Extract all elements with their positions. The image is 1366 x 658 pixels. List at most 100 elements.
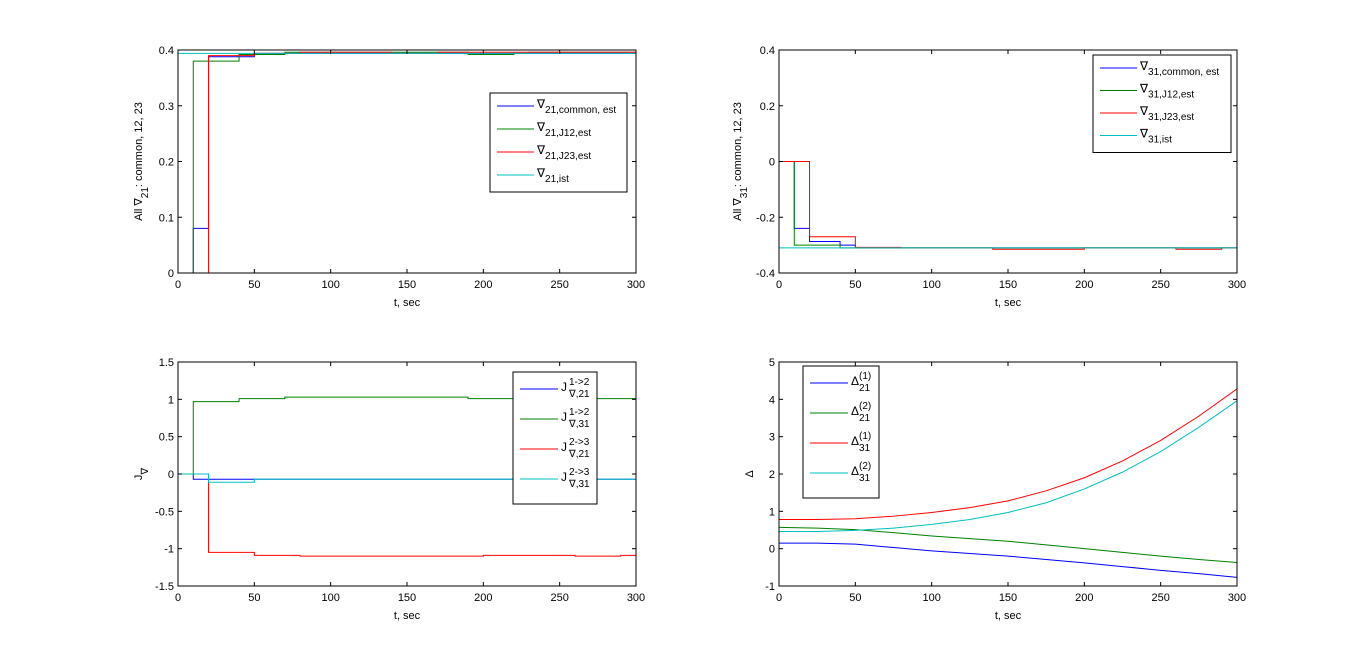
legend: ∇21,common, est∇21,J12,est∇21,J23,est∇21… — [489, 92, 628, 193]
y-label-text: All ∇ — [732, 198, 744, 221]
x-tick-label: 200 — [474, 279, 492, 291]
y-tick-label: 0 — [769, 157, 775, 169]
legend-subscript: ∇,21 — [568, 389, 590, 400]
y-tick-label: 4 — [769, 394, 775, 406]
x-tick-label: 50 — [849, 592, 861, 604]
legend-subscript: ∇,21 — [568, 449, 590, 460]
x-tick-label: 200 — [1075, 592, 1093, 604]
legend-entry-3: ∇21,ist — [536, 166, 569, 185]
legend-subscript: 21 — [859, 413, 871, 424]
legend-base: ∇ — [1139, 104, 1149, 118]
legend-entry-2: ∇31,J23,est — [1139, 104, 1194, 123]
legend-entry-0: Δ(1) 21 — [851, 371, 871, 394]
x-tick-label: 250 — [550, 592, 568, 604]
legend: ∇31,common, est∇31,J12,est∇31,J23,est∇31… — [1092, 54, 1232, 153]
y-axis-label: All ∇31: common, 12, 23 — [732, 102, 750, 221]
series-line-2 — [178, 473, 636, 557]
legend-base: Δ — [851, 464, 859, 478]
x-tick-label: 300 — [1228, 592, 1246, 604]
legend-subscript: 31 — [859, 473, 871, 484]
y-axis-label: All ∇21: common, 12, 23 — [133, 102, 151, 221]
series-line-2 — [779, 388, 1237, 521]
legend-base: J — [561, 440, 567, 454]
x-tick-label: 100 — [922, 279, 940, 291]
legend-base: ∇ — [536, 120, 546, 134]
legend-entry-1: ∇31,J12,est — [1139, 82, 1194, 101]
y-label-subscript: 21 — [140, 187, 151, 199]
x-tick-label: 100 — [321, 592, 339, 604]
y-tick-label: 3 — [769, 432, 775, 444]
y-tick-label: 2 — [769, 469, 775, 481]
y-tick-label: -0.5 — [155, 506, 174, 518]
y-label-text: J — [133, 475, 145, 481]
y-tick-label: -0.2 — [756, 212, 775, 224]
legend-entry-1: ∇21,J12,est — [536, 120, 591, 139]
legend-entry-0: ∇21,common, est — [536, 97, 616, 116]
x-tick-label: 250 — [550, 279, 568, 291]
x-tick-label: 300 — [1228, 279, 1246, 291]
x-tick-label: 50 — [248, 279, 260, 291]
y-label-subscript: ∇ — [140, 468, 151, 476]
y-tick-label: 1 — [769, 506, 775, 518]
y-tick-label: 0.3 — [159, 101, 174, 113]
y-tick-label: 0.4 — [159, 45, 174, 57]
y-tick-label: -1 — [765, 581, 775, 593]
x-axis-label: t, sec — [995, 610, 1022, 622]
y-tick-label: 1 — [168, 394, 174, 406]
legend-superscript: (1) — [859, 431, 871, 442]
legend-subscript: 31 — [859, 443, 871, 454]
legend-subscript: 21,J23,est — [545, 151, 591, 162]
y-tick-label: 0.2 — [159, 157, 174, 169]
x-tick-label: 100 — [922, 592, 940, 604]
legend-subscript: ∇,31 — [568, 479, 590, 490]
x-tick-label: 150 — [999, 279, 1017, 291]
legend-base: J — [561, 470, 567, 484]
y-tick-label: 1.5 — [159, 357, 174, 369]
legend-subscript: 21,common, est — [545, 105, 616, 116]
legend-subscript: 31,J12,est — [1148, 90, 1194, 101]
legend-box — [1092, 54, 1232, 153]
x-tick-label: 200 — [474, 592, 492, 604]
legend-entry-2: ∇21,J23,est — [536, 143, 591, 162]
legend-base: Δ — [851, 434, 859, 448]
y-axis-label: Δ — [744, 470, 756, 478]
y-label-text: Δ — [744, 470, 756, 478]
y-tick-label: 0 — [769, 544, 775, 556]
legend: J 1->2 ∇,21J 1->2 ∇,31J 2->3 ∇,21J 2->3 ∇,31 — [512, 371, 598, 505]
y-label-text: : common, 12, 23 — [133, 102, 145, 187]
legend-subscript: ∇,31 — [568, 419, 590, 430]
x-tick-label: 100 — [321, 279, 339, 291]
legend-entry-3: ∇31,ist — [1139, 127, 1172, 146]
legend-subscript: 21,J12,est — [545, 128, 591, 139]
legend-superscript: (2) — [859, 461, 871, 472]
y-label-text: : common, 12, 23 — [732, 102, 744, 187]
y-axis-label: J∇ — [133, 468, 151, 481]
legend-base: Δ — [851, 374, 859, 388]
legend-base: ∇ — [1139, 59, 1149, 73]
legend-entry-0: ∇31,common, est — [1139, 59, 1219, 78]
y-tick-label: 0 — [168, 469, 174, 481]
x-tick-label: 150 — [999, 592, 1017, 604]
x-axis-label: t, sec — [394, 297, 421, 309]
y-tick-label: 0 — [168, 268, 174, 280]
series-line-3 — [178, 473, 636, 483]
legend-base: Δ — [851, 404, 859, 418]
x-tick-label: 50 — [248, 592, 260, 604]
legend-base: ∇ — [536, 166, 546, 180]
legend-entry-0: J 1->2 ∇,21 — [561, 377, 590, 400]
y-tick-label: -0.4 — [756, 268, 775, 280]
x-tick-label: 0 — [175, 279, 181, 291]
x-tick-label: 0 — [175, 592, 181, 604]
legend-base: ∇ — [536, 143, 546, 157]
legend-subscript: 31,common, est — [1148, 67, 1219, 78]
legend-subscript: 21 — [859, 383, 871, 394]
subplot-jgrad: 0 50 100 150 200 250 300 -1.5 -1 -0.5 0 0.5 1 1.5 t, s… — [133, 357, 645, 622]
legend-superscript: (1) — [859, 371, 871, 382]
legend-superscript: 1->2 — [569, 407, 590, 418]
legend-base: J — [561, 410, 567, 424]
y-label-subscript: 31 — [739, 187, 750, 199]
subplot-grad31: 0 50 100 150 200 250 300 -0.4 -0.2 0 0.2 0.4 t, sec A… — [732, 45, 1246, 309]
legend-entry-1: Δ(2) 21 — [851, 401, 871, 424]
legend-base: ∇ — [1139, 127, 1149, 141]
